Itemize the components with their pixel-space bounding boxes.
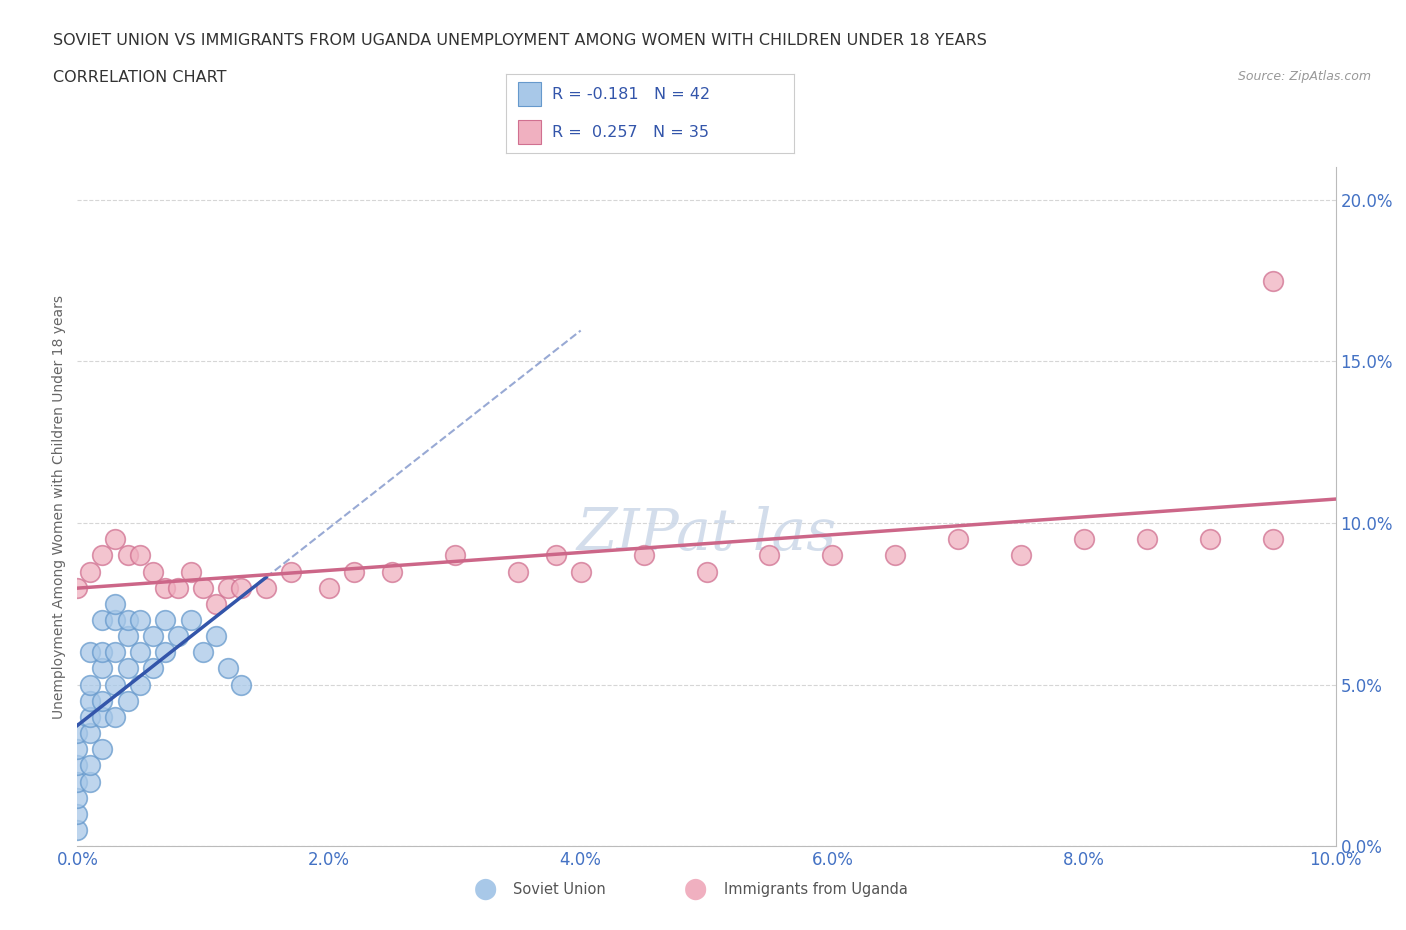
Point <box>66 758 89 773</box>
Point <box>142 661 165 676</box>
Point <box>91 742 114 757</box>
Text: Immigrants from Uganda: Immigrants from Uganda <box>724 882 908 897</box>
Point <box>117 629 139 644</box>
Point <box>381 565 404 579</box>
Point <box>1198 532 1220 547</box>
Point <box>91 661 114 676</box>
Point <box>129 613 152 628</box>
Point <box>569 565 592 579</box>
Point <box>1136 532 1159 547</box>
Text: Source: ZipAtlas.com: Source: ZipAtlas.com <box>1237 70 1371 83</box>
Point <box>948 532 970 547</box>
Point <box>254 580 277 595</box>
Text: ⬤: ⬤ <box>474 878 496 900</box>
Point <box>91 613 114 628</box>
Point <box>633 548 655 563</box>
Point <box>217 661 239 676</box>
Point <box>91 644 114 659</box>
Point <box>79 758 101 773</box>
Point <box>444 548 467 563</box>
Point <box>1073 532 1095 547</box>
Point <box>167 629 190 644</box>
Text: ZIPat las: ZIPat las <box>576 506 837 563</box>
Text: ⬤: ⬤ <box>685 878 707 900</box>
Point <box>229 677 252 692</box>
Point <box>104 596 127 611</box>
Point <box>821 548 844 563</box>
Point <box>142 565 165 579</box>
Point <box>104 677 127 692</box>
Bar <box>517 83 541 106</box>
Point <box>79 725 101 740</box>
Point <box>1010 548 1032 563</box>
Point <box>191 580 215 595</box>
Point <box>79 710 101 724</box>
Text: R = -0.181   N = 42: R = -0.181 N = 42 <box>553 86 710 101</box>
Point <box>155 580 177 595</box>
Point <box>104 644 127 659</box>
Point <box>129 644 152 659</box>
Point <box>66 742 89 757</box>
Point <box>217 580 239 595</box>
Point <box>167 580 190 595</box>
Point <box>79 774 101 789</box>
Point <box>104 532 127 547</box>
Y-axis label: Unemployment Among Women with Children Under 18 years: Unemployment Among Women with Children U… <box>52 295 66 719</box>
Text: SOVIET UNION VS IMMIGRANTS FROM UGANDA UNEMPLOYMENT AMONG WOMEN WITH CHILDREN UN: SOVIET UNION VS IMMIGRANTS FROM UGANDA U… <box>53 33 987 47</box>
Point <box>1261 273 1284 288</box>
Point <box>117 613 139 628</box>
Point <box>66 823 89 838</box>
Point <box>79 694 101 709</box>
Point <box>318 580 340 595</box>
Point <box>696 565 718 579</box>
Point <box>104 613 127 628</box>
Point <box>142 629 165 644</box>
Text: CORRELATION CHART: CORRELATION CHART <box>53 70 226 85</box>
Point <box>204 596 226 611</box>
Text: Soviet Union: Soviet Union <box>513 882 606 897</box>
Point <box>155 613 177 628</box>
Point <box>758 548 780 563</box>
Point <box>91 710 114 724</box>
Point <box>506 565 529 579</box>
Point <box>884 548 907 563</box>
Text: R =  0.257   N = 35: R = 0.257 N = 35 <box>553 125 709 140</box>
Point <box>66 725 89 740</box>
Point <box>180 565 202 579</box>
Point <box>155 644 177 659</box>
Point <box>117 661 139 676</box>
Point <box>66 774 89 789</box>
Point <box>91 548 114 563</box>
Point <box>129 548 152 563</box>
Point <box>104 710 127 724</box>
Point <box>191 644 215 659</box>
Point <box>66 806 89 821</box>
Point <box>117 548 139 563</box>
Point <box>129 677 152 692</box>
Point <box>91 694 114 709</box>
Point <box>204 629 226 644</box>
Point <box>1261 532 1284 547</box>
Point <box>280 565 302 579</box>
Point <box>66 580 89 595</box>
Point <box>79 565 101 579</box>
Point <box>79 677 101 692</box>
Point <box>117 694 139 709</box>
Point <box>343 565 366 579</box>
Point <box>79 644 101 659</box>
Point <box>229 580 252 595</box>
Bar <box>517 120 541 144</box>
Point <box>66 790 89 805</box>
Point <box>180 613 202 628</box>
Point <box>544 548 567 563</box>
